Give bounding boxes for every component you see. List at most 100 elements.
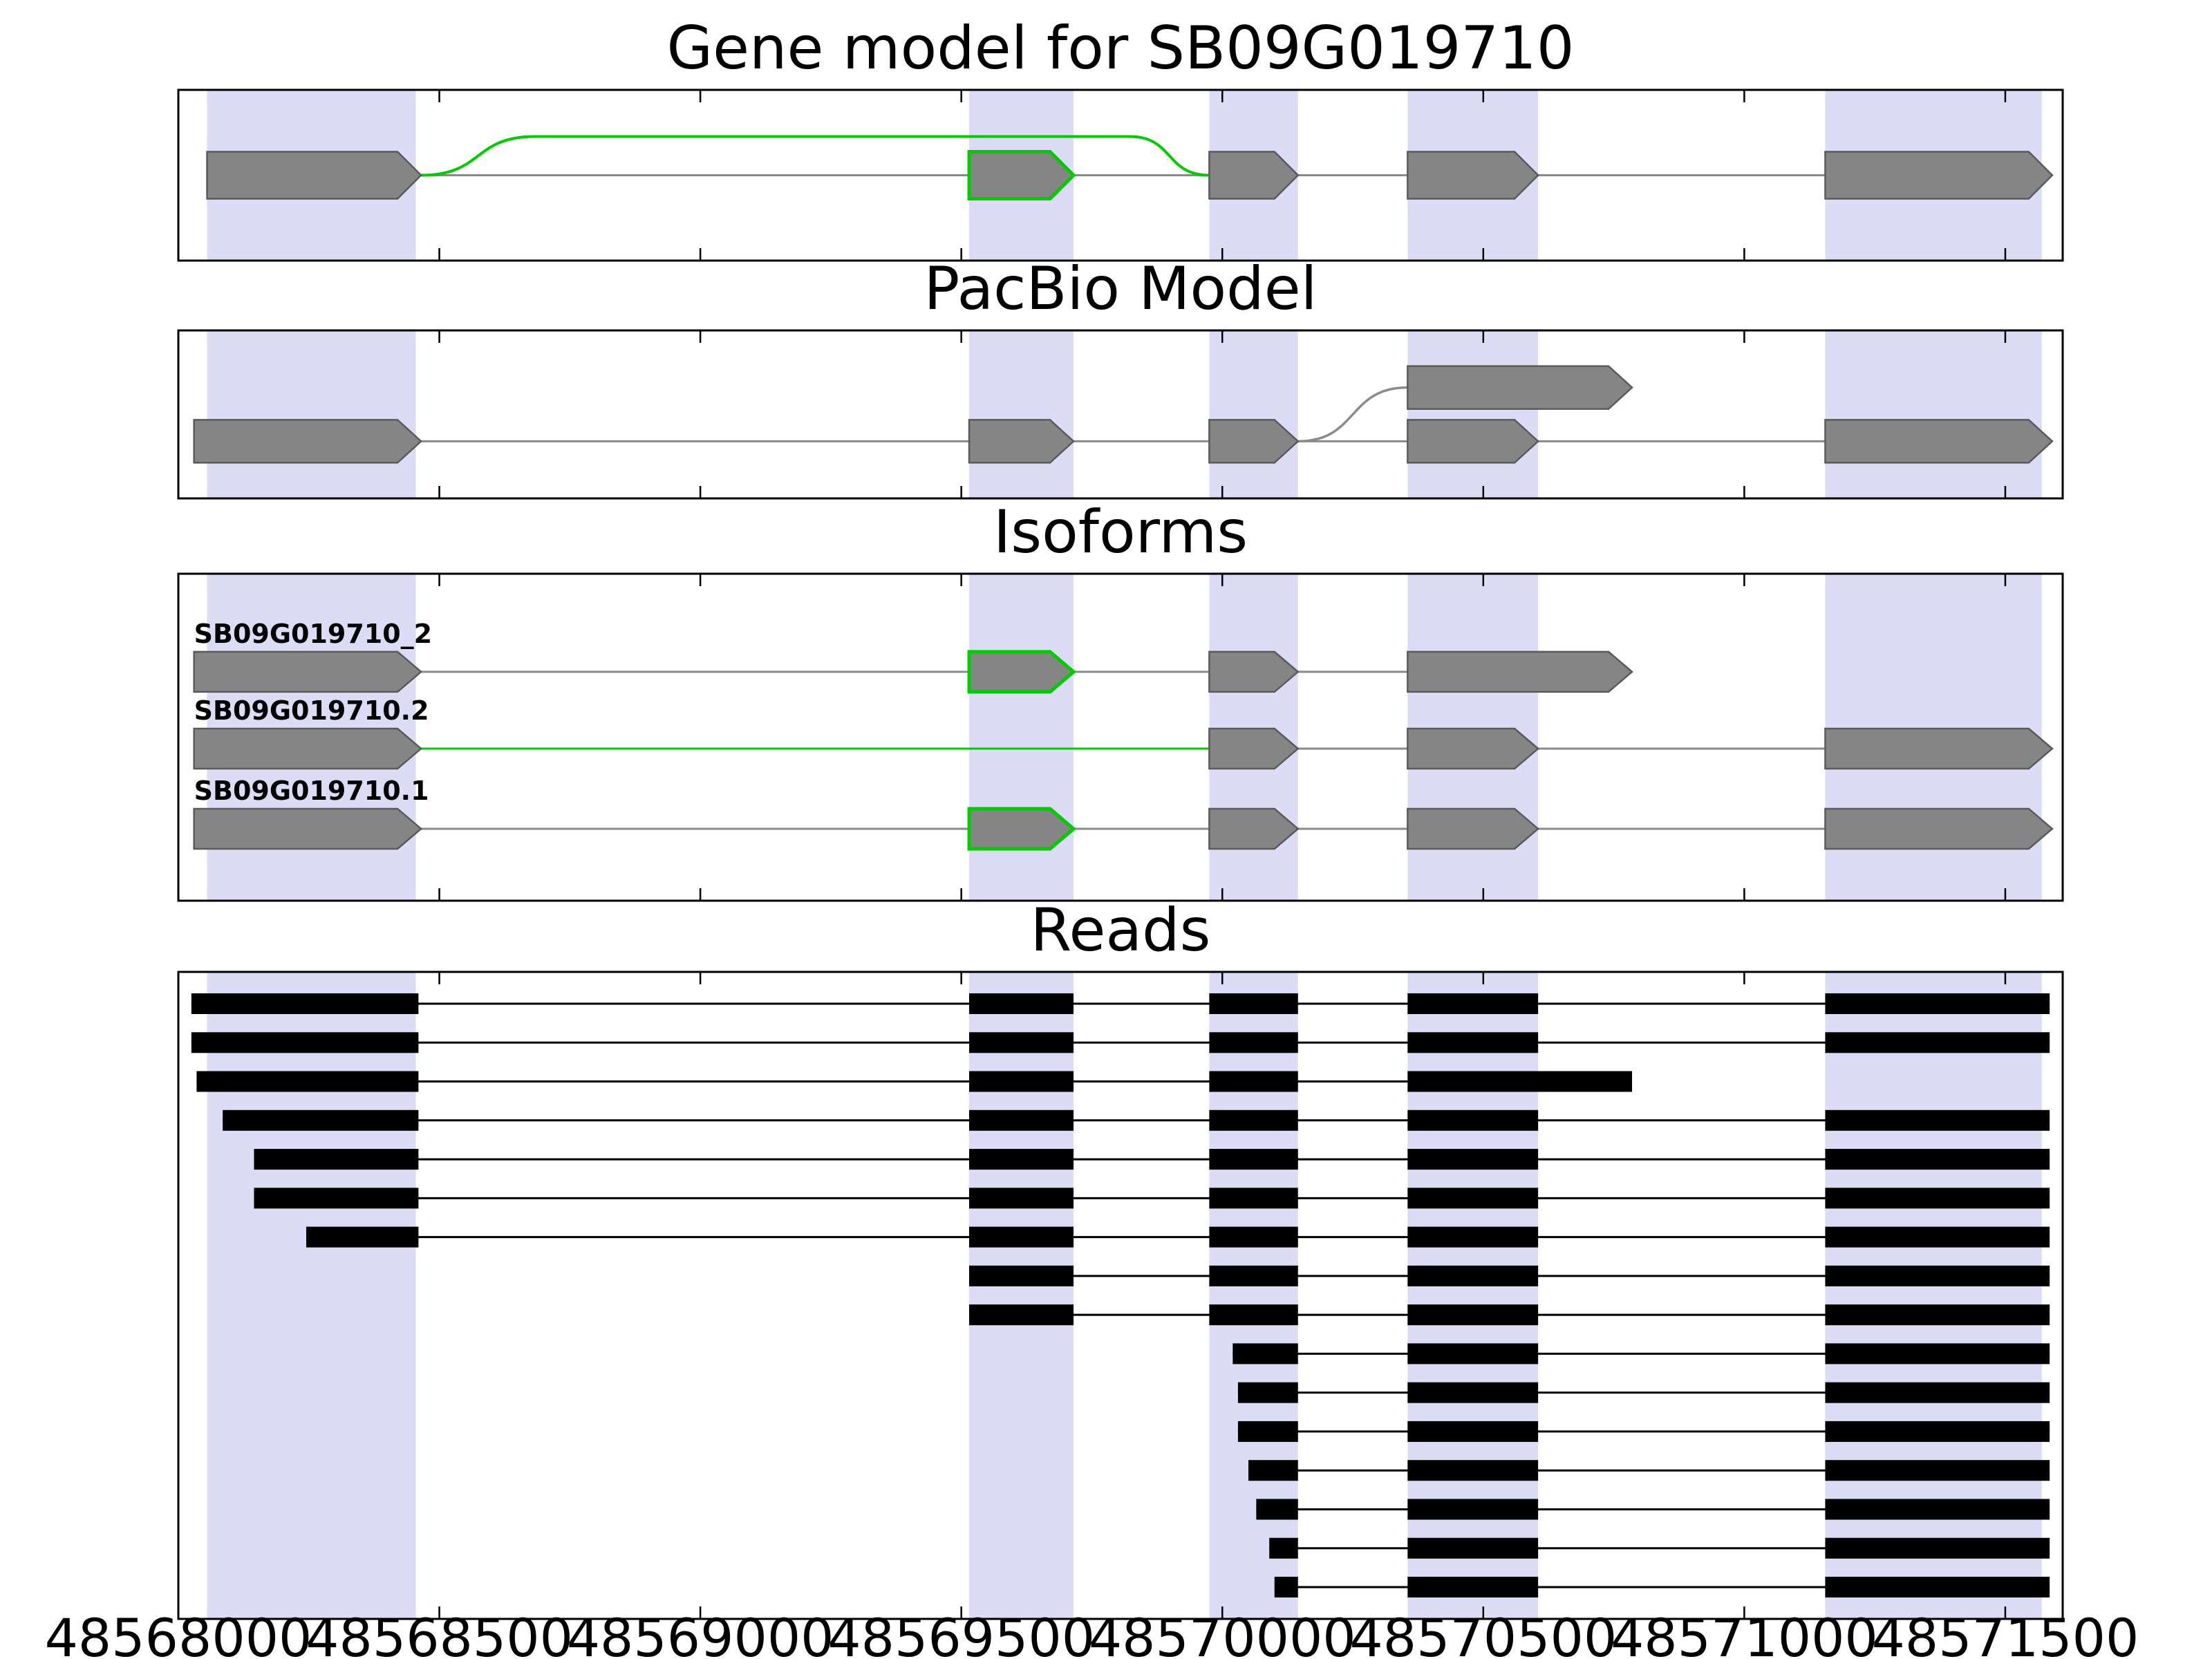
panel-border	[177, 971, 2064, 1620]
highlight-band	[1209, 972, 1298, 1619]
read-segment	[969, 1226, 1074, 1248]
read-segment	[196, 1071, 419, 1092]
read-segment	[1407, 1188, 1539, 1209]
exon-green-outline	[967, 150, 1076, 200]
read-segment	[1237, 1382, 1298, 1403]
panel-border	[177, 88, 2064, 262]
read-segment	[1825, 1226, 2050, 1248]
exon	[1407, 365, 1633, 410]
read-segment	[1209, 993, 1298, 1014]
read-segment	[1825, 1188, 2050, 1209]
exon	[1824, 807, 2054, 850]
x-tick-label: 48569000	[567, 1607, 834, 1659]
read-segment	[969, 1188, 1074, 1209]
exon	[1407, 419, 1539, 464]
read-segment	[191, 993, 419, 1014]
exon-green-outline	[967, 807, 1076, 851]
read-segment	[1209, 1226, 1298, 1248]
read-segment	[1209, 1265, 1298, 1286]
highlight-band	[969, 330, 1074, 498]
read-segment	[1825, 1265, 2050, 1286]
exon	[1824, 151, 2054, 200]
highlight-band	[207, 330, 416, 498]
exon	[1208, 650, 1300, 693]
read-segment	[1407, 1343, 1539, 1365]
read-segment	[1407, 1032, 1539, 1053]
read-segment	[1407, 1109, 1539, 1131]
x-tick-label: 48571000	[1611, 1607, 1878, 1659]
exon	[193, 727, 423, 770]
read-segment	[1825, 1149, 2050, 1170]
read-segment	[306, 1226, 419, 1248]
splice-arc	[421, 135, 1210, 177]
panel-title-gene-model: Gene model for SB09G019710	[666, 14, 1575, 83]
read-segment	[1825, 1537, 2050, 1559]
read-segment	[1237, 1421, 1298, 1442]
read-segment	[1407, 1382, 1539, 1403]
read-segment	[1825, 1304, 2050, 1326]
read-segment	[1825, 1032, 2050, 1053]
exon	[1824, 727, 2054, 770]
highlight-band	[1825, 330, 2042, 498]
read-segment	[969, 1304, 1074, 1326]
highlight-band	[1825, 972, 2042, 1619]
panel-title-isoforms: Isoforms	[993, 498, 1248, 567]
read-segment	[969, 1071, 1074, 1092]
read-segment	[969, 1032, 1074, 1053]
read-segment	[1407, 1265, 1539, 1286]
read-segment	[1825, 993, 2050, 1014]
highlight-band	[1209, 330, 1298, 498]
exon	[1208, 727, 1300, 770]
read-segment	[1274, 1577, 1298, 1597]
read-segment	[1825, 1382, 2050, 1403]
panel-border	[177, 329, 2064, 500]
highlight-band	[1407, 972, 1539, 1619]
read-segment	[1256, 1499, 1298, 1520]
x-tick-label: 48570000	[1089, 1607, 1356, 1659]
read-segment	[1407, 1499, 1539, 1520]
read-segment	[1407, 1537, 1539, 1559]
panel-title-pacbio-model: PacBio Model	[924, 254, 1318, 324]
read-segment	[1407, 993, 1539, 1014]
x-tick-label: 48568000	[45, 1607, 312, 1659]
branch-curve	[1297, 386, 1408, 443]
exon	[1407, 807, 1540, 850]
read-segment	[1209, 1304, 1298, 1326]
exon	[968, 419, 1075, 464]
exon	[1208, 151, 1300, 200]
exon	[1208, 419, 1300, 464]
read-segment	[1825, 1343, 2050, 1365]
isoform-label: SB09G019710_2	[194, 619, 433, 649]
isoform-label: SB09G019710.1	[194, 776, 429, 806]
read-segment	[1825, 1577, 2050, 1597]
read-segment	[1209, 1109, 1298, 1131]
read-segment	[1825, 1109, 2050, 1131]
x-tick-label: 48571500	[1872, 1607, 2139, 1659]
read-segment	[969, 1149, 1074, 1170]
exon-green-outline	[967, 650, 1076, 694]
read-segment	[254, 1188, 419, 1209]
panel-title-reads: Reads	[1030, 896, 1211, 965]
highlight-band	[969, 574, 1074, 901]
read-segment	[1269, 1537, 1298, 1559]
read-segment	[1232, 1343, 1298, 1365]
exon	[193, 650, 423, 693]
read-segment	[1209, 1149, 1298, 1170]
read-segment	[1407, 1071, 1633, 1092]
read-segment	[1407, 1149, 1539, 1170]
read-segment	[1407, 1421, 1539, 1442]
read-segment	[254, 1149, 419, 1170]
read-segment	[191, 1032, 419, 1053]
exon	[1407, 151, 1539, 200]
x-tick-label: 48570500	[1349, 1607, 1617, 1659]
read-segment	[969, 1109, 1074, 1131]
panel-border	[177, 572, 2064, 902]
read-segment	[1209, 1071, 1298, 1092]
highlight-band	[207, 972, 416, 1619]
read-segment	[1407, 1460, 1539, 1481]
exon	[193, 807, 423, 850]
read-segment	[1825, 1460, 2050, 1481]
exon	[1824, 419, 2054, 464]
